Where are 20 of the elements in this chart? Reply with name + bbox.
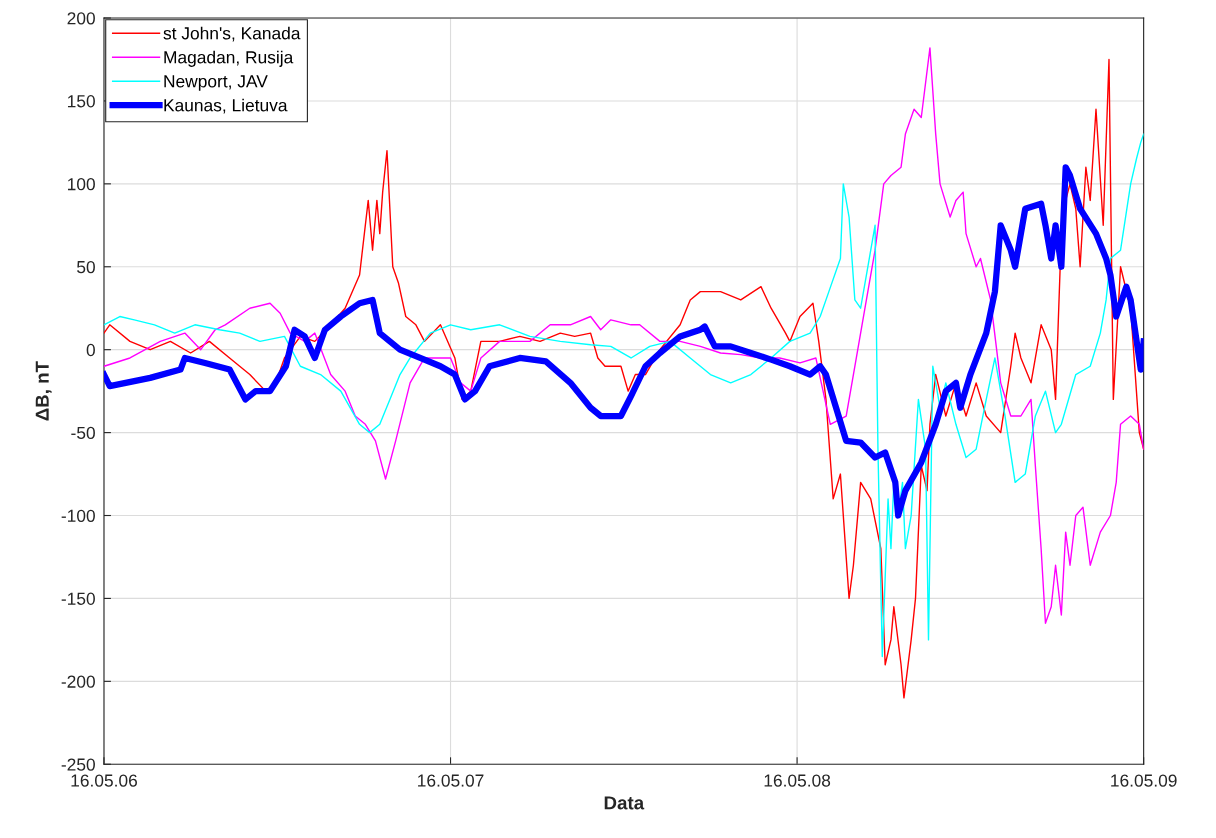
y-axis-title: ΔB, nT (35, 361, 52, 421)
y-tick-label: 0 (86, 343, 95, 357)
y-tick-label: 200 (67, 12, 95, 25)
x-tick-label: 16.05.09 (1111, 774, 1177, 787)
legend-label: st John's, Kanada (163, 26, 301, 42)
y-tick-label: 150 (68, 95, 95, 108)
legend-label: Magadan, Rusija (164, 50, 294, 67)
x-axis-title: Data (604, 796, 645, 810)
legend-label: Kaunas, Lietuva (164, 98, 288, 114)
y-tick-label: -200 (61, 675, 95, 688)
y-tick-label: -150 (61, 592, 95, 605)
y-tick-label: -250 (61, 758, 95, 771)
legend-label: Newport, JAV (164, 75, 268, 91)
x-tick-label: 16.05.07 (418, 774, 484, 787)
x-tick-label: 16.05.08 (764, 774, 831, 787)
y-tick-label: 100 (68, 178, 95, 191)
y-tick-label: -100 (61, 509, 95, 522)
y-tick-label: -50 (71, 426, 95, 440)
y-tick-label: 50 (77, 260, 95, 274)
x-tick-label: 16.05.06 (71, 774, 137, 787)
